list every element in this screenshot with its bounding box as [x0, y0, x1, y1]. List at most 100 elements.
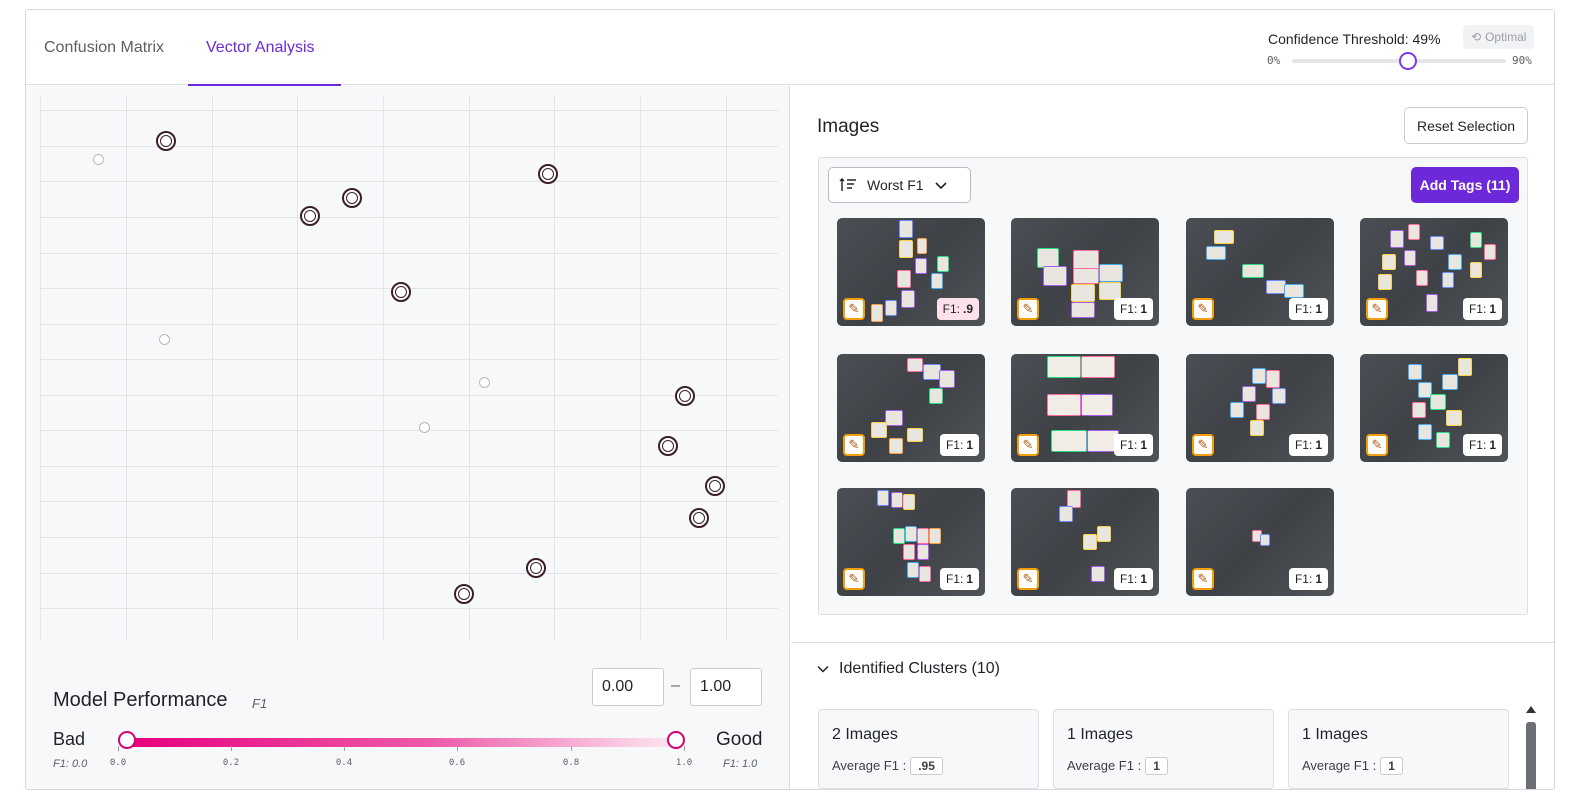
f1-prefix: F1: [1119, 438, 1138, 452]
chevron-down-icon [934, 182, 947, 190]
grid-line [469, 96, 470, 640]
grid-line [40, 217, 778, 218]
cluster-card[interactable]: 2 Images Average F1 : .95 [818, 709, 1039, 789]
f1-prefix: F1: [1294, 572, 1313, 586]
tick-mark [571, 746, 572, 751]
f1-badge: F1: 1 [1462, 298, 1502, 320]
undo-icon: ⟲ [1471, 30, 1482, 44]
cluster-point[interactable] [391, 282, 411, 302]
grid-line [40, 537, 778, 538]
edit-icon[interactable]: ✎ [1017, 434, 1039, 456]
avg-label: Average F1 : [1302, 758, 1377, 773]
image-thumbnail[interactable]: ✎ F1: 1 [837, 488, 985, 596]
cluster-point[interactable] [675, 386, 695, 406]
sort-label: Worst F1 [867, 177, 924, 193]
image-thumbnail[interactable]: ✎ F1: 1 [1186, 354, 1334, 462]
image-point[interactable] [93, 154, 104, 165]
f1-value: .9 [962, 302, 973, 316]
avg-value: .95 [910, 757, 943, 775]
scroll-up-icon[interactable] [1526, 706, 1536, 713]
f1-prefix: F1: [1294, 438, 1313, 452]
cluster-point[interactable] [300, 206, 320, 226]
f1-prefix: F1: [1468, 302, 1487, 316]
grid-line [40, 359, 778, 360]
image-point[interactable] [419, 422, 430, 433]
image-point[interactable] [159, 334, 170, 345]
edit-icon[interactable]: ✎ [1366, 298, 1388, 320]
f1-max-input[interactable]: 1.00 [690, 668, 762, 706]
image-thumbnail[interactable]: ✎ F1: 1 [1011, 488, 1159, 596]
cluster-avg: Average F1 :1 [1067, 757, 1168, 775]
image-thumbnail[interactable]: ✎ F1: 1 [837, 354, 985, 462]
edit-icon[interactable]: ✎ [1017, 568, 1039, 590]
f1-value: 1 [1140, 438, 1147, 452]
cluster-avg: Average F1 :1 [1302, 757, 1403, 775]
f1-range-max-handle[interactable] [667, 731, 685, 749]
f1-badge: F1: 1 [939, 568, 979, 590]
reset-selection-button[interactable]: Reset Selection [1404, 107, 1528, 144]
f1-prefix: F1: [945, 438, 964, 452]
cluster-point[interactable] [342, 188, 362, 208]
cluster-point[interactable] [156, 131, 176, 151]
image-thumbnail[interactable]: ✎ F1: 1 [1360, 354, 1508, 462]
chevron-down-icon [817, 665, 829, 673]
image-thumbnail[interactable]: ✎ F1: 1 [1011, 218, 1159, 326]
f1-range-min-handle[interactable] [118, 731, 136, 749]
cluster-point[interactable] [454, 584, 474, 604]
add-tags-button[interactable]: Add Tags (11) [1411, 167, 1519, 203]
cluster-count: 1 Images [1067, 726, 1133, 743]
cluster-point[interactable] [658, 436, 678, 456]
tab-confusion-matrix[interactable]: Confusion Matrix [26, 10, 188, 85]
sort-dropdown[interactable]: Worst F1 [828, 167, 971, 203]
clusters-scrollbar[interactable] [1526, 706, 1536, 789]
divider [791, 642, 1554, 643]
bad-f1-label: F1: 0.0 [53, 758, 88, 770]
scrollbar-thumb[interactable] [1526, 722, 1536, 789]
f1-badge: F1: .9 [936, 298, 979, 320]
f1-badge: F1: 1 [1113, 568, 1153, 590]
edit-icon[interactable]: ✎ [1192, 298, 1214, 320]
bad-label: Bad [53, 729, 86, 749]
image-thumbnail[interactable]: ✎ F1: 1 [1186, 488, 1334, 596]
edit-icon[interactable]: ✎ [1192, 434, 1214, 456]
threshold-slider-handle[interactable] [1399, 52, 1417, 70]
f1-value: 1 [966, 572, 973, 586]
cluster-point[interactable] [538, 164, 558, 184]
image-thumbnail[interactable]: ✎ F1: .9 [837, 218, 985, 326]
cluster-point[interactable] [689, 508, 709, 528]
threshold-max-label: 90% [1512, 54, 1532, 67]
edit-icon[interactable]: ✎ [843, 568, 865, 590]
cluster-card[interactable]: 1 Images Average F1 :1 [1288, 709, 1509, 789]
f1-value: 1 [966, 438, 973, 452]
app-window: Confusion Matrix Vector Analysis Confide… [25, 9, 1555, 790]
edit-icon[interactable]: ✎ [1017, 298, 1039, 320]
edit-icon[interactable]: ✎ [1192, 568, 1214, 590]
f1-value: 1 [1489, 302, 1496, 316]
optimal-button[interactable]: ⟲ Optimal [1463, 25, 1535, 49]
tick-mark [457, 746, 458, 751]
scatter-plot[interactable] [40, 96, 778, 640]
clusters-toggle[interactable]: Identified Clusters (10) [817, 660, 1000, 678]
grid-line [212, 96, 213, 640]
image-thumbnail[interactable]: ✎ F1: 1 [1011, 354, 1159, 462]
edit-icon[interactable]: ✎ [843, 434, 865, 456]
edit-icon[interactable]: ✎ [1366, 434, 1388, 456]
cluster-avg: Average F1 : .95 [832, 757, 943, 775]
tick-label: 0.0 [109, 758, 127, 768]
edit-icon[interactable]: ✎ [843, 298, 865, 320]
f1-min-input[interactable]: 0.00 [592, 668, 664, 706]
cluster-card[interactable]: 1 Images Average F1 :1 [1053, 709, 1274, 789]
good-label: Good [716, 729, 763, 750]
f1-value: 1 [1140, 572, 1147, 586]
cluster-point[interactable] [526, 558, 546, 578]
tab-label: Vector Analysis [206, 38, 315, 56]
tab-vector-analysis[interactable]: Vector Analysis [188, 10, 341, 86]
image-point[interactable] [479, 377, 490, 388]
image-thumbnail[interactable]: ✎ F1: 1 [1360, 218, 1508, 326]
f1-badge: F1: 1 [1288, 434, 1328, 456]
image-thumbnail[interactable]: ✎ F1: 1 [1186, 218, 1334, 326]
cluster-point[interactable] [705, 476, 725, 496]
avg-value: 1 [1145, 757, 1168, 775]
grid-line [40, 466, 778, 467]
f1-range-gradient[interactable] [126, 738, 676, 747]
